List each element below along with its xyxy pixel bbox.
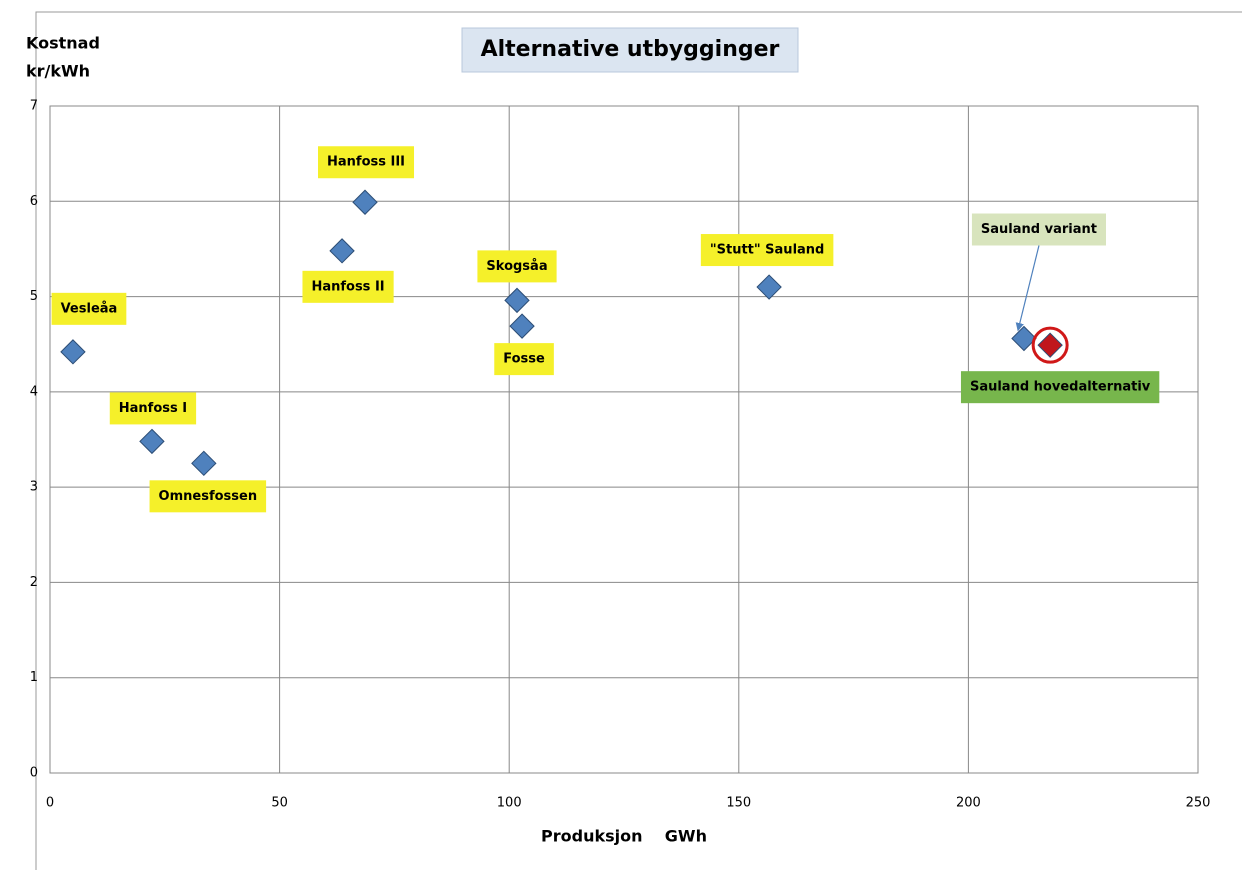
point [1037, 332, 1063, 358]
y-tick-label: 2 [30, 575, 38, 590]
point [139, 428, 165, 455]
label-box [149, 480, 267, 513]
y-tick-label: 3 [30, 480, 38, 495]
point [60, 339, 86, 365]
y-axis-label: Kostnad [26, 34, 100, 53]
plot-area [49, 105, 1199, 774]
point-label: Omnesfossen [159, 489, 258, 504]
title-box [461, 27, 799, 73]
point [329, 238, 355, 264]
point [509, 313, 535, 339]
label-box [960, 371, 1160, 404]
x-tick-label: 100 [497, 796, 522, 811]
point [352, 189, 378, 215]
point-label: "Stutt" Sauland [710, 243, 825, 258]
label-box [109, 392, 197, 425]
point-label: Vesleåa [61, 301, 118, 316]
x-tick-label: 0 [46, 796, 54, 811]
y-tick-label: 1 [30, 670, 38, 685]
label-box [302, 270, 394, 303]
point-label: Hanfoss I [119, 401, 187, 416]
point [1011, 325, 1037, 352]
x-tick-label: 50 [271, 796, 288, 811]
y-tick-label: 6 [30, 194, 38, 209]
x-axis-label: Produksjon GWh [541, 827, 707, 846]
frame [35, 11, 1242, 870]
point [504, 287, 530, 314]
point-label: Fosse [503, 352, 545, 367]
x-tick-label: 200 [956, 796, 981, 811]
label-box [477, 250, 557, 283]
point-label: Skogsåa [486, 259, 547, 274]
point [756, 274, 782, 300]
point-label: Hanfoss II [311, 279, 384, 294]
label-box [494, 343, 554, 376]
label-box [318, 146, 415, 179]
y-tick-label: 4 [30, 384, 38, 399]
y-tick-label: 7 [30, 99, 38, 114]
label-box [971, 213, 1106, 246]
y-tick-label: 5 [30, 289, 38, 304]
y-axis-label: kr/kWh [26, 62, 90, 81]
x-tick-label: 150 [726, 796, 751, 811]
highlight-ring [1031, 326, 1069, 364]
arrow [1015, 245, 1040, 332]
label-box [700, 234, 834, 267]
label-box [51, 292, 127, 325]
point-label: Hanfoss III [327, 155, 405, 170]
x-tick-label: 250 [1186, 796, 1211, 811]
point [191, 450, 217, 477]
point-label: Sauland hovedalternativ [970, 380, 1151, 395]
point-label: Sauland variant [981, 222, 1097, 237]
chart-title: Alternative utbygginger [481, 37, 780, 62]
y-tick-label: 0 [30, 766, 38, 781]
